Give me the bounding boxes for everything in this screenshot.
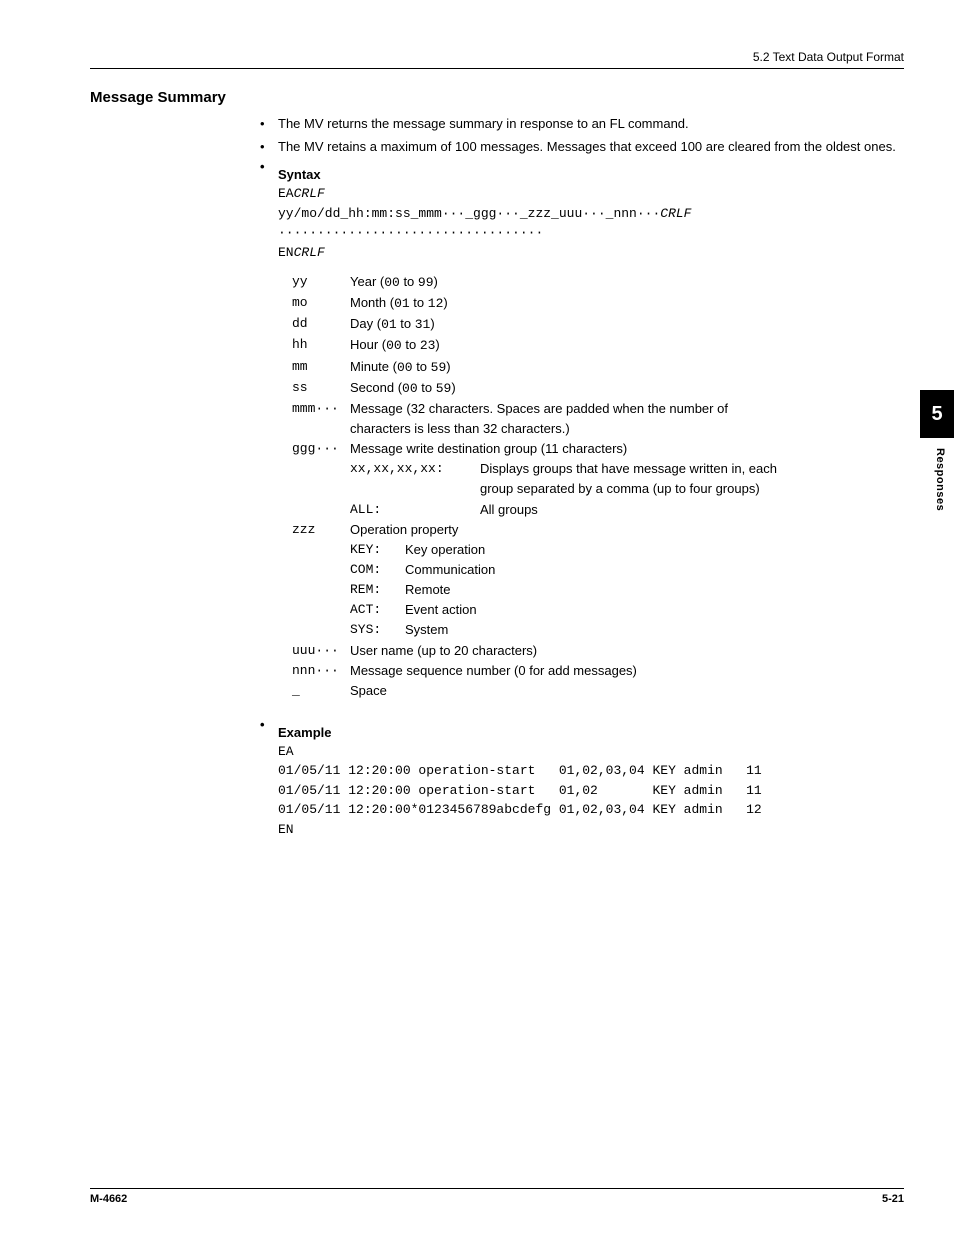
bullet-text: The MV returns the message summary in re… [278,114,904,134]
param-key: mo [292,293,350,314]
param-key: mmm··· [292,399,350,419]
param-key: mm [292,357,350,378]
example-line: EN [278,820,904,840]
bullet-dot: • [260,137,278,157]
header-section-ref: 5.2 Text Data Output Format [753,50,904,64]
syntax-dots: ·································· [278,223,904,243]
bullet-item: • The MV retains a maximum of 100 messag… [260,137,904,157]
nested-desc: group separated by a comma (up to four g… [480,479,904,499]
param-row-nnn: nnn··· Message sequence number (0 for ad… [292,661,904,681]
param-row-mmm: mmm··· Message (32 characters. Spaces ar… [292,399,904,419]
param-desc: User name (up to 20 characters) [350,641,904,661]
param-key: zzz [292,520,350,540]
syntax-heading: • Syntax [260,159,904,184]
param-row: moMonth (01 to 12) [292,293,904,314]
example-block: EA01/05/11 12:20:00 operation-start 01,0… [278,742,904,840]
chapter-label: Responses [934,448,946,511]
example-line: 01/05/11 12:20:00 operation-start 01,02 … [278,781,904,801]
footer-page-number: 5-21 [882,1193,904,1205]
operation-key: SYS: [350,620,405,640]
page-footer: M-4662 5-21 [90,1188,904,1205]
page-header: 5.2 Text Data Output Format [90,50,904,69]
syntax-crlf: CRLF [294,186,325,201]
param-key: dd [292,314,350,335]
operation-key: COM: [350,560,405,580]
bullet-text: The MV retains a maximum of 100 messages… [278,137,904,157]
param-row: yyYear (00 to 99) [292,272,904,293]
param-key: nnn··· [292,661,350,681]
section-title: Message Summary [90,89,904,106]
param-row: ddDay (01 to 31) [292,314,904,335]
param-key: ggg··· [292,439,350,459]
param-key: yy [292,272,350,293]
param-key: _ [292,681,350,701]
operation-value: Communication [405,560,495,580]
example-heading: • Example [260,717,904,742]
param-desc: Month (01 to 12) [350,293,904,314]
operation-row: REM:Remote [350,580,904,600]
nested-key: ALL: [350,500,480,520]
syntax-crlf: CRLF [660,206,691,221]
syntax-en: EN [278,245,294,260]
example-title: Example [278,725,331,740]
param-desc: characters is less than 32 characters.) [350,419,904,439]
syntax-block: EACRLF yy/mo/dd_hh:mm:ss_mmm···_ggg···_z… [278,184,904,262]
operation-value: Event action [405,600,477,620]
footer-doc-id: M-4662 [90,1193,127,1205]
operation-row: KEY:Key operation [350,540,904,560]
operation-value: System [405,620,448,640]
syntax-format: yy/mo/dd_hh:mm:ss_mmm···_ggg···_zzz_uuu·… [278,206,660,221]
param-row-underscore: _ Space [292,681,904,701]
bullet-dot: • [260,114,278,134]
operation-row: SYS:System [350,620,904,640]
param-desc: Message sequence number (0 for add messa… [350,661,904,681]
example-line: EA [278,742,904,762]
syntax-ea: EA [278,186,294,201]
syntax-crlf: CRLF [294,245,325,260]
param-row-mmm-cont: characters is less than 32 characters.) [292,419,904,439]
param-desc: Minute (00 to 59) [350,357,904,378]
param-key: ss [292,378,350,399]
operation-value: Key operation [405,540,485,560]
param-row: ssSecond (00 to 59) [292,378,904,399]
operation-key: KEY: [350,540,405,560]
operation-row: ACT:Event action [350,600,904,620]
operation-value: Remote [405,580,451,600]
chapter-number: 5 [931,403,942,426]
param-row: mmMinute (00 to 59) [292,357,904,378]
param-desc: Operation property [350,520,904,540]
param-desc: Year (00 to 99) [350,272,904,293]
syntax-title: Syntax [278,167,321,182]
param-row-ggg-sub1: xx,xx,xx,xx: Displays groups that have m… [292,459,904,519]
param-row-uuu: uuu··· User name (up to 20 characters) [292,641,904,661]
param-key: hh [292,335,350,356]
param-row: hhHour (00 to 23) [292,335,904,356]
example-line: 01/05/11 12:20:00 operation-start 01,02,… [278,761,904,781]
bullet-item: • The MV returns the message summary in … [260,114,904,134]
param-table: yyYear (00 to 99)moMonth (01 to 12)ddDay… [292,272,904,701]
chapter-tab: 5 [920,390,954,438]
operation-key: REM: [350,580,405,600]
param-key: uuu··· [292,641,350,661]
param-row-zzz-ops: KEY:Key operationCOM:CommunicationREM:Re… [292,540,904,641]
nested-key: xx,xx,xx,xx: [350,459,480,479]
param-desc: Message write destination group (11 char… [350,439,904,459]
param-desc: Day (01 to 31) [350,314,904,335]
param-desc: Space [350,681,904,701]
param-desc: Message (32 characters. Spaces are padde… [350,399,904,419]
nested-desc: Displays groups that have message writte… [480,459,904,479]
param-desc: Hour (00 to 23) [350,335,904,356]
nested-desc: All groups [480,500,904,520]
param-row-zzz: zzz Operation property [292,520,904,540]
operation-key: ACT: [350,600,405,620]
param-row-ggg: ggg··· Message write destination group (… [292,439,904,459]
param-desc: Second (00 to 59) [350,378,904,399]
operation-row: COM:Communication [350,560,904,580]
example-line: 01/05/11 12:20:00*0123456789abcdefg 01,0… [278,800,904,820]
